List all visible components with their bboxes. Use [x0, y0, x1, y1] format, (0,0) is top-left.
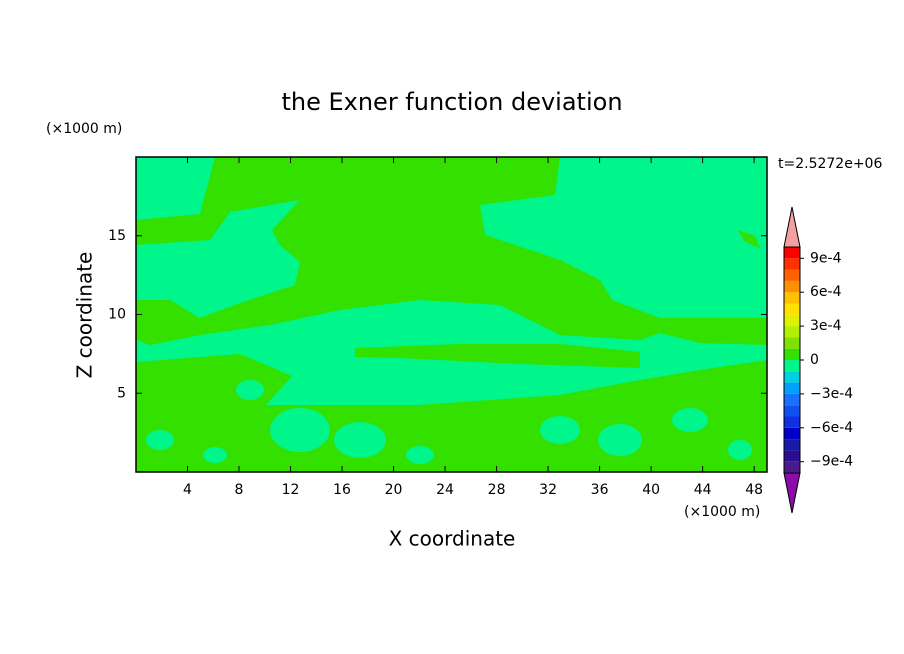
colorbar-segment: [784, 314, 800, 327]
colorbar-tick-label: 6e-4: [810, 284, 842, 300]
x-tick-label: 24: [436, 482, 454, 498]
x-tick-label: 48: [745, 482, 763, 498]
x-tick-label: 8: [235, 482, 244, 498]
colorbar-segment: [784, 382, 800, 394]
contour-region: [738, 230, 760, 248]
x-tick-label: 16: [333, 482, 351, 498]
x-tick-label: 4: [183, 482, 192, 498]
colorbar-segment: [784, 247, 800, 259]
x-tick-label: 20: [385, 482, 403, 498]
colorbar-segment: [784, 439, 800, 451]
colorbar-segment: [784, 337, 800, 349]
colorbar-tick-label: −3e-4: [810, 386, 853, 402]
colorbar-tick-label: 3e-4: [810, 318, 842, 334]
y-tick-label: 5: [117, 385, 126, 401]
x-tick-label: 36: [591, 482, 609, 498]
colorbar-segment: [784, 393, 800, 406]
x-tick-label: 44: [694, 482, 712, 498]
y-tick-label: 15: [108, 228, 126, 244]
colorbar-segment: [784, 461, 800, 473]
chart-title: the Exner function deviation: [281, 88, 622, 116]
y-unit: (×1000 m): [46, 121, 122, 137]
colorbar-segment: [784, 326, 800, 338]
colorbar-segment: [784, 371, 800, 383]
contour-region: [136, 157, 767, 345]
colorbar-over: [783, 206, 801, 248]
colorbar-tick-label: −6e-4: [810, 420, 853, 436]
x-tick-label: 40: [642, 482, 660, 498]
contour-speckle: [146, 380, 752, 464]
x-tick-label: 32: [539, 482, 557, 498]
time-label: t=2.5272e+06: [778, 156, 882, 172]
x-tick-label: 12: [282, 482, 300, 498]
y-tick-label: 10: [108, 307, 126, 323]
colorbar-tick-label: 9e-4: [810, 250, 842, 266]
colorbar-segment: [784, 280, 800, 293]
colorbar-segment: [784, 292, 800, 304]
colorbar-segment: [784, 258, 800, 270]
colorbar-segment: [784, 405, 800, 417]
colorbar-segment: [784, 450, 800, 462]
colorbar-segment: [784, 360, 800, 372]
colorbar-segment: [784, 427, 800, 440]
colorbar-under: [783, 472, 801, 514]
x-unit: (×1000 m): [684, 504, 760, 520]
colorbar-tick-label: 0: [810, 352, 819, 368]
y-axis-title: Z coordinate: [73, 252, 97, 379]
colorbar-segment: [784, 348, 800, 360]
x-axis-title: X coordinate: [389, 527, 516, 551]
colorbar-segment: [784, 269, 800, 281]
contour-field: [136, 157, 767, 472]
contour-region: [355, 344, 640, 368]
colorbar-segment: [784, 303, 800, 315]
x-tick-label: 28: [488, 482, 506, 498]
colorbar-tick-label: −9e-4: [810, 454, 853, 470]
colorbar-segment: [784, 416, 800, 428]
